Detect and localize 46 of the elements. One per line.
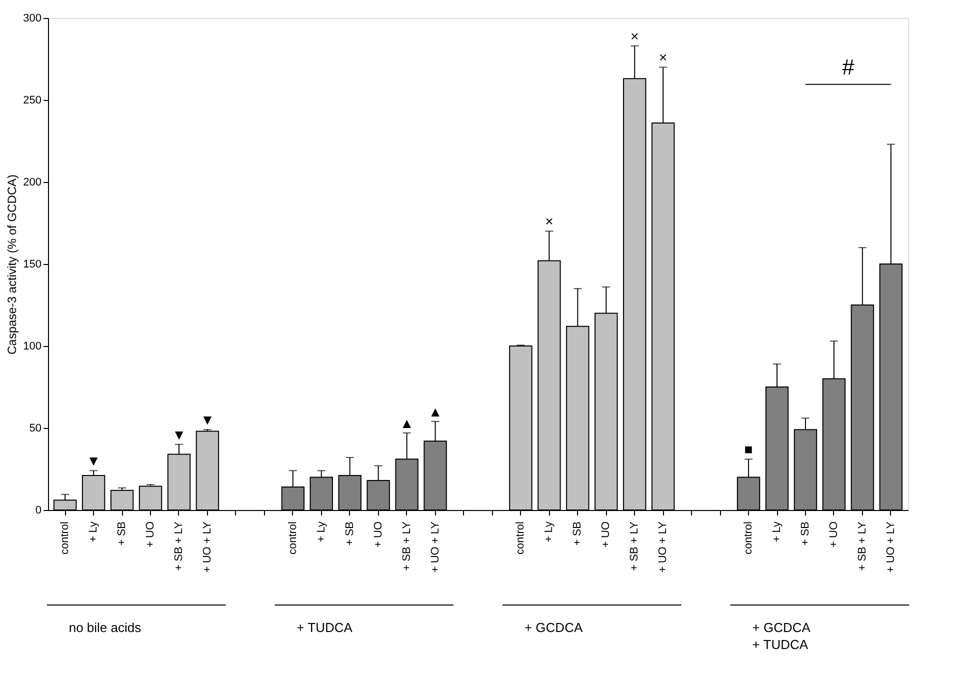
x-tick-label: + SB + LY	[856, 520, 868, 571]
y-tick-label: 300	[23, 12, 42, 24]
x-tick-label: control	[286, 522, 299, 555]
y-tick-label: 0	[35, 504, 42, 516]
x-tick-label: + SB	[116, 522, 128, 546]
text: + TUDCA	[296, 620, 353, 635]
x-tick-label: + UO + LY	[657, 520, 670, 573]
y-tick-label: 150	[23, 258, 42, 270]
x-tick-label: + UO + LY	[201, 520, 214, 573]
x-tick-label: + UO	[144, 521, 157, 548]
x-tick-label: + SB	[799, 522, 812, 546]
x-tick-label: + UO	[828, 521, 840, 548]
x-tick-label: + Ly	[543, 521, 556, 542]
text: + GCDCA	[524, 620, 583, 635]
annotation: ▼	[172, 426, 186, 442]
annotation: #	[842, 54, 856, 80]
x-tick-label: + Ly	[88, 521, 100, 542]
x-tick-label: + UO	[372, 521, 384, 548]
x-tick-label: + UO + LY	[884, 520, 897, 573]
x-tick-label: + UO + LY	[429, 520, 442, 573]
annotation: ×	[659, 49, 668, 66]
annotation: ■	[744, 441, 753, 458]
text: + GCDCA + TUDCA	[752, 620, 811, 652]
y-tick-label: 100	[23, 340, 42, 352]
x-tick-label: + SB	[572, 522, 584, 546]
y-tick-label: 50	[29, 422, 42, 434]
x-tick-label: + SB + LY	[400, 520, 413, 571]
x-tick-label: + SB + LY	[172, 520, 185, 571]
text: no bile acids	[68, 620, 142, 635]
x-tick-label: + Ly	[315, 521, 328, 542]
annotation: ▲	[400, 414, 414, 431]
annotation: ▼	[86, 452, 100, 469]
x-tick-label: control	[742, 522, 755, 555]
x-tick-label: + SB + LY	[628, 520, 641, 571]
y-tick-label: 250	[23, 94, 42, 106]
y-axis-title: Caspase-3 activity (% of GCDCA)	[5, 174, 20, 355]
annotation: ×	[630, 28, 639, 44]
annotation: ▲	[428, 403, 442, 420]
y-tick-label: 200	[23, 176, 42, 188]
x-tick-label: + Ly	[771, 521, 784, 542]
x-tick-label: control	[514, 522, 527, 555]
x-tick-label: + UO	[600, 521, 612, 548]
annotation: ▼	[200, 412, 214, 428]
x-tick-label: control	[59, 522, 72, 555]
x-tick-label: + SB	[344, 522, 356, 546]
annotation: ×	[545, 213, 554, 230]
